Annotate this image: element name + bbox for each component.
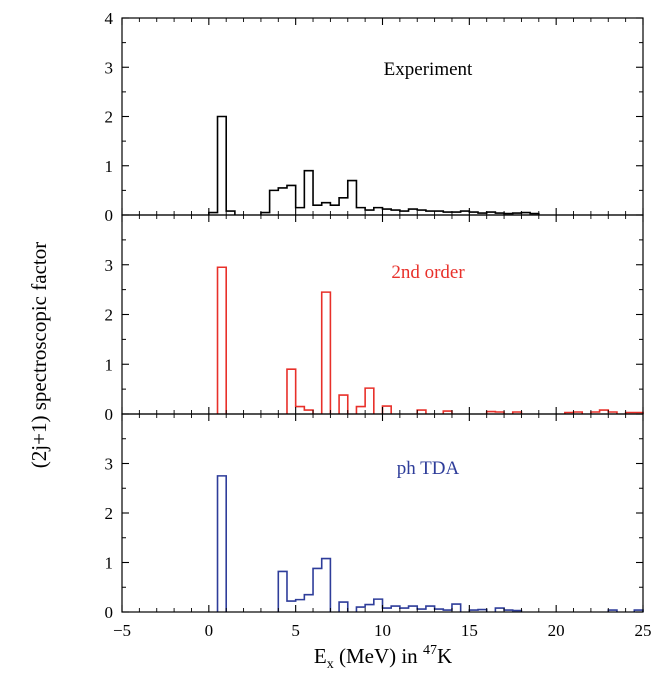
panel-2: 0 1 2 3 ph TDA bbox=[105, 413, 644, 622]
y-tick-label-0-1: 1 bbox=[105, 157, 114, 176]
panel-frame-2 bbox=[121, 413, 644, 613]
x-label-tail: K bbox=[437, 644, 452, 668]
y-tick-label-1-0: 0 bbox=[105, 405, 114, 424]
panel-label-2: ph TDA bbox=[397, 458, 460, 479]
panel-1: 0 1 2 3 2nd order bbox=[105, 214, 644, 424]
y-axis-label: (2j+1) spectroscopic factor bbox=[27, 242, 51, 468]
histogram-series-1 bbox=[216, 266, 644, 414]
x-tick-label-5: 20 bbox=[548, 621, 565, 640]
x-tick-label-3: 10 bbox=[374, 621, 391, 640]
y-tick-label-2-3: 3 bbox=[105, 455, 114, 474]
y-tick-label-0-0: 0 bbox=[105, 206, 114, 225]
histogram-series-2 bbox=[216, 475, 644, 612]
panel-0: 0 1 2 3 4 Experiment bbox=[105, 9, 644, 225]
x-tick-label-6: 25 bbox=[635, 621, 652, 640]
panel-frame-0 bbox=[121, 17, 644, 216]
y-tick-label-0-2: 2 bbox=[105, 108, 114, 127]
y-tick-label-2-2: 2 bbox=[105, 504, 114, 523]
panel-label-1: 2nd order bbox=[391, 262, 465, 283]
x-tick-label-0: −5 bbox=[113, 621, 131, 640]
panel-frame-1 bbox=[121, 214, 644, 415]
x-label-sup: 47 bbox=[423, 643, 437, 658]
x-label-mid: (MeV) in bbox=[334, 644, 423, 668]
x-tick-labels: −5 0 5 10 15 20 25 bbox=[113, 621, 652, 640]
y-tick-label-0-3: 3 bbox=[105, 58, 114, 77]
x-tick-label-4: 15 bbox=[461, 621, 478, 640]
x-label-sub: x bbox=[327, 657, 334, 672]
y-tick-label-1-1: 1 bbox=[105, 355, 114, 374]
x-axis-label: Ex (MeV) in 47K bbox=[314, 643, 452, 672]
y-tick-label-0-4: 4 bbox=[105, 9, 114, 28]
x-tick-label-1: 0 bbox=[205, 621, 214, 640]
panel-label-0: Experiment bbox=[384, 59, 473, 80]
y-tick-label-2-0: 0 bbox=[105, 603, 114, 622]
y-tick-label-1-2: 2 bbox=[105, 306, 114, 325]
x-label-main: E bbox=[314, 644, 327, 668]
histogram-series-0 bbox=[208, 115, 540, 215]
y-tick-label-1-3: 3 bbox=[105, 256, 114, 275]
x-tick-label-2: 5 bbox=[291, 621, 300, 640]
y-tick-label-2-1: 1 bbox=[105, 554, 114, 573]
panels-group: 0 1 2 3 4 Experiment 0 1 2 3 2nd order 0 1 2 3 ph TDA bbox=[105, 9, 644, 622]
